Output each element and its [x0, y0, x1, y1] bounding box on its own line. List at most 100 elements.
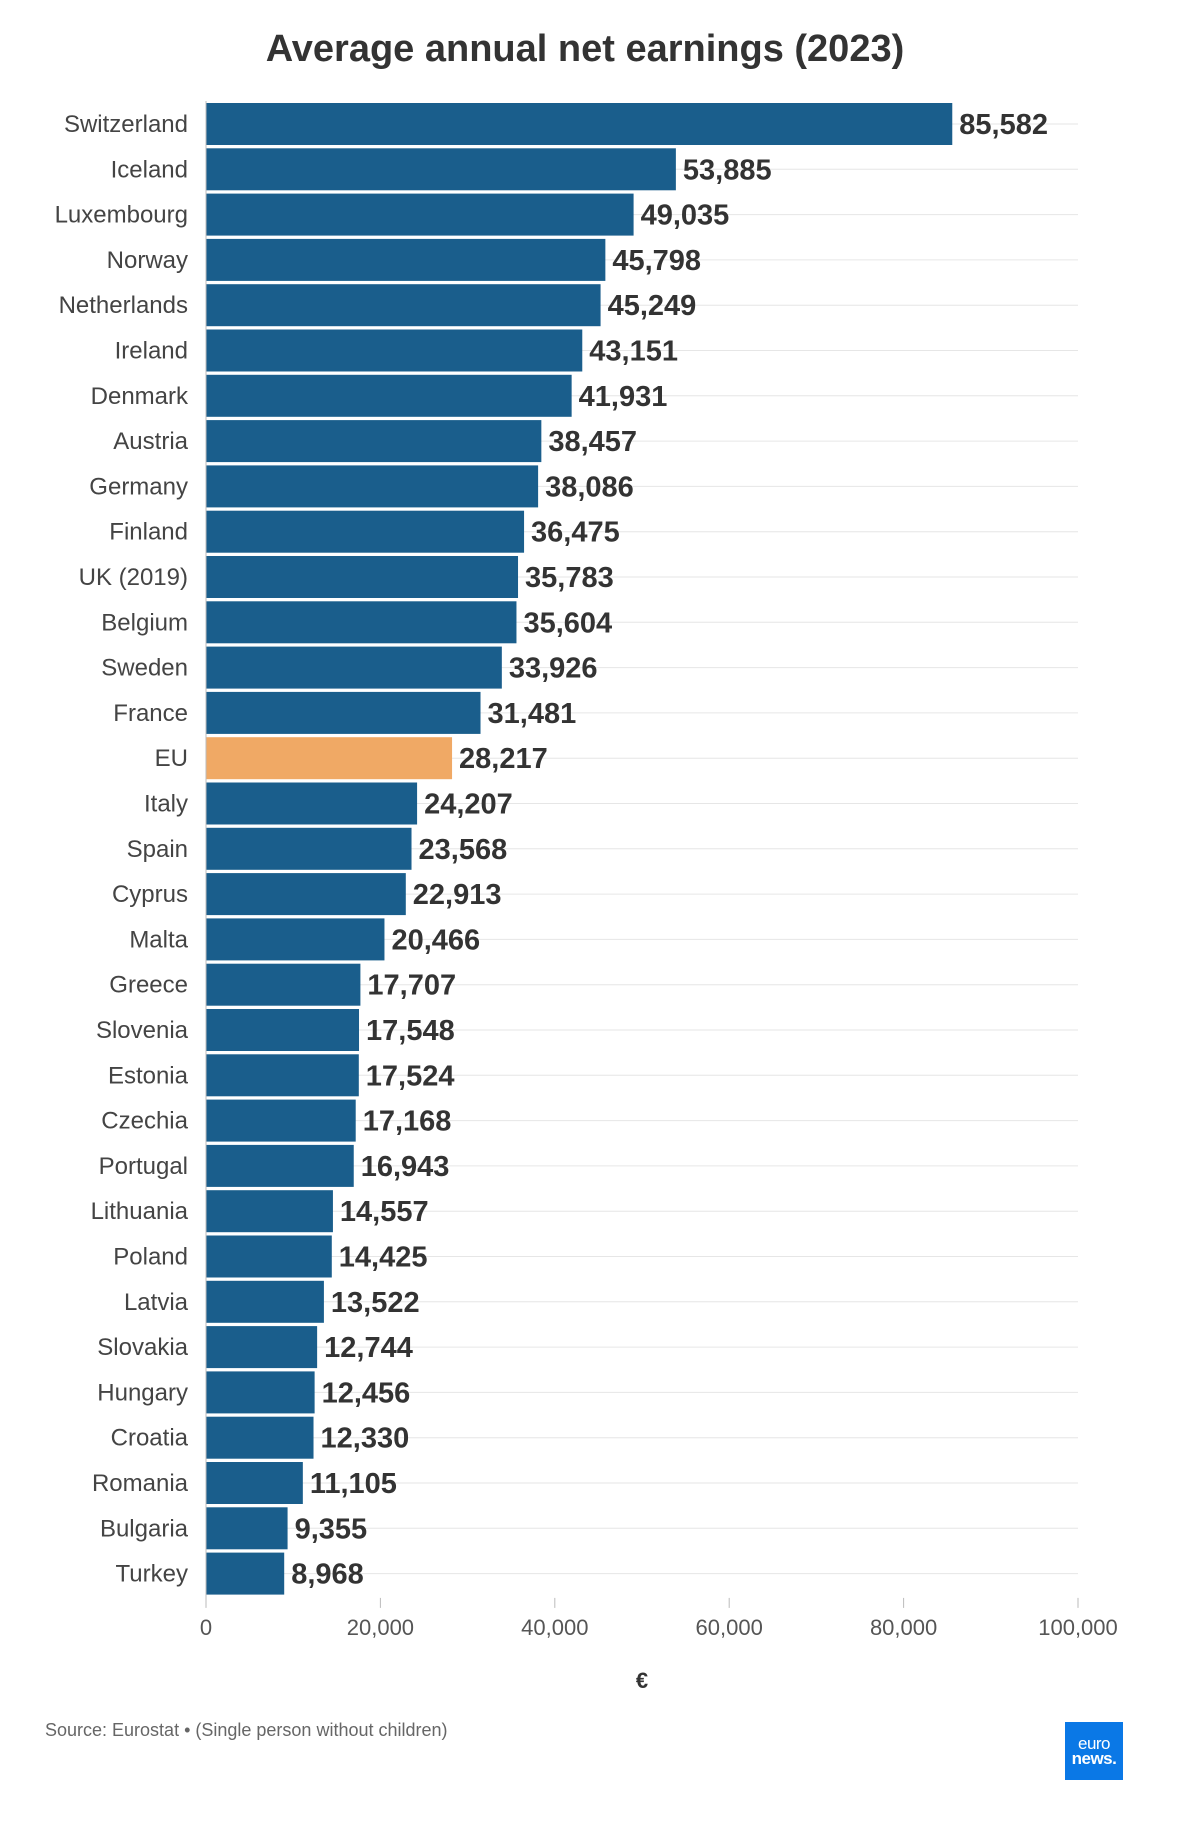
value-label: 23,568 [419, 834, 508, 866]
bar-luxembourg [206, 193, 634, 236]
bar-iceland [206, 148, 676, 191]
bar-poland [206, 1235, 332, 1278]
x-tick-label: 20,000 [347, 1615, 414, 1640]
logo-text-line-1: euro [1077, 1734, 1111, 1753]
category-label: Cyprus [112, 881, 188, 908]
value-label: 38,086 [545, 471, 634, 503]
value-label: 17,524 [366, 1060, 455, 1092]
value-label: 12,456 [322, 1377, 411, 1409]
x-tick-label: 0 [200, 1615, 212, 1640]
category-label: Estonia [108, 1062, 189, 1089]
bar-slovakia [206, 1326, 318, 1369]
bar-finland [206, 510, 525, 553]
bar-layer [206, 103, 953, 1595]
category-label: Poland [113, 1244, 188, 1271]
value-label: 31,481 [488, 698, 577, 730]
bar-eu [206, 737, 453, 780]
bar-latvia [206, 1280, 324, 1323]
value-label: 11,105 [310, 1468, 397, 1500]
category-label: Ireland [115, 338, 188, 365]
x-tick-label: 100,000 [1038, 1615, 1118, 1640]
category-label: Sweden [101, 655, 188, 682]
category-label: Luxembourg [55, 202, 188, 229]
value-label: 12,330 [321, 1423, 410, 1455]
value-label: 12,744 [324, 1332, 413, 1364]
bar-sweden [206, 646, 502, 689]
x-axis-title: € [636, 1668, 648, 1693]
bar-cyprus [206, 873, 406, 916]
value-label: 16,943 [361, 1151, 450, 1183]
value-label: 14,425 [339, 1242, 428, 1274]
logo-text-line-2: news. [1071, 1749, 1117, 1768]
value-label: 20,466 [391, 924, 480, 956]
value-label: 8,968 [291, 1559, 364, 1591]
bar-belgium [206, 601, 517, 644]
category-label: Czechia [101, 1108, 188, 1135]
label-layer: Switzerland 85,582 Iceland 53,885 Luxembourg… [55, 109, 1048, 1591]
category-label: Iceland [111, 156, 188, 183]
value-label: 17,168 [363, 1106, 452, 1138]
category-label: Latvia [124, 1289, 189, 1316]
category-label: Malta [129, 926, 188, 953]
value-label: 14,557 [340, 1196, 429, 1228]
category-label: Portugal [99, 1153, 188, 1180]
category-label: Austria [113, 428, 188, 455]
bar-slovenia [206, 1009, 360, 1051]
category-label: Turkey [116, 1561, 188, 1588]
value-label: 36,475 [531, 517, 620, 549]
bar-malta [206, 918, 385, 961]
bar-chart: Switzerland 85,582 Iceland 53,885 Luxembourg… [55, 101, 1118, 1693]
value-label: 33,926 [509, 653, 598, 685]
category-label: EU [155, 745, 188, 772]
value-label: 85,582 [959, 109, 1048, 141]
value-label: 45,798 [612, 245, 701, 277]
bar-bulgaria [206, 1507, 288, 1550]
value-label: 13,522 [331, 1287, 420, 1319]
euronews-logo: euro news. [1065, 1722, 1123, 1780]
value-label: 24,207 [424, 789, 513, 821]
value-label: 43,151 [589, 336, 678, 368]
bar-croatia [206, 1416, 314, 1459]
value-label: 17,707 [367, 970, 456, 1002]
bar-switzerland [206, 103, 953, 145]
value-label: 35,604 [523, 607, 612, 639]
category-label: UK (2019) [79, 564, 188, 591]
category-label: Denmark [91, 383, 189, 410]
bar-denmark [206, 374, 572, 417]
bar-estonia [206, 1054, 359, 1097]
category-label: Hungary [97, 1379, 188, 1406]
bar-austria [206, 420, 542, 463]
value-label: 41,931 [579, 381, 668, 413]
x-tick-label: 40,000 [521, 1615, 588, 1640]
value-label: 17,548 [366, 1015, 455, 1047]
category-label: Lithuania [91, 1198, 189, 1225]
bar-norway [206, 238, 606, 281]
category-label: Norway [107, 247, 188, 274]
category-label: Italy [144, 791, 188, 818]
bar-spain [206, 827, 412, 870]
category-label: Romania [92, 1470, 189, 1497]
value-label: 28,217 [459, 743, 548, 775]
value-label: 22,913 [413, 879, 502, 911]
category-label: Slovenia [96, 1017, 189, 1044]
bar-romania [206, 1462, 303, 1504]
bar-uk-2019- [206, 556, 519, 598]
value-label: 49,035 [641, 200, 730, 232]
bar-czechia [206, 1099, 356, 1142]
bar-italy [206, 782, 418, 825]
x-tick-label: 60,000 [696, 1615, 763, 1640]
source-note: Source: Eurostat • (Single person withou… [45, 1720, 448, 1740]
category-label: Netherlands [59, 292, 188, 319]
category-label: Belgium [101, 609, 188, 636]
value-label: 9,355 [295, 1513, 368, 1545]
category-label: Switzerland [64, 111, 188, 138]
category-label: Croatia [111, 1425, 189, 1452]
category-label: Spain [127, 836, 188, 863]
bar-ireland [206, 329, 583, 372]
bar-hungary [206, 1371, 315, 1414]
bar-turkey [206, 1552, 285, 1595]
category-label: Slovakia [97, 1334, 188, 1361]
bar-greece [206, 963, 361, 1006]
value-label: 35,783 [525, 562, 614, 594]
category-label: Bulgaria [100, 1515, 189, 1542]
